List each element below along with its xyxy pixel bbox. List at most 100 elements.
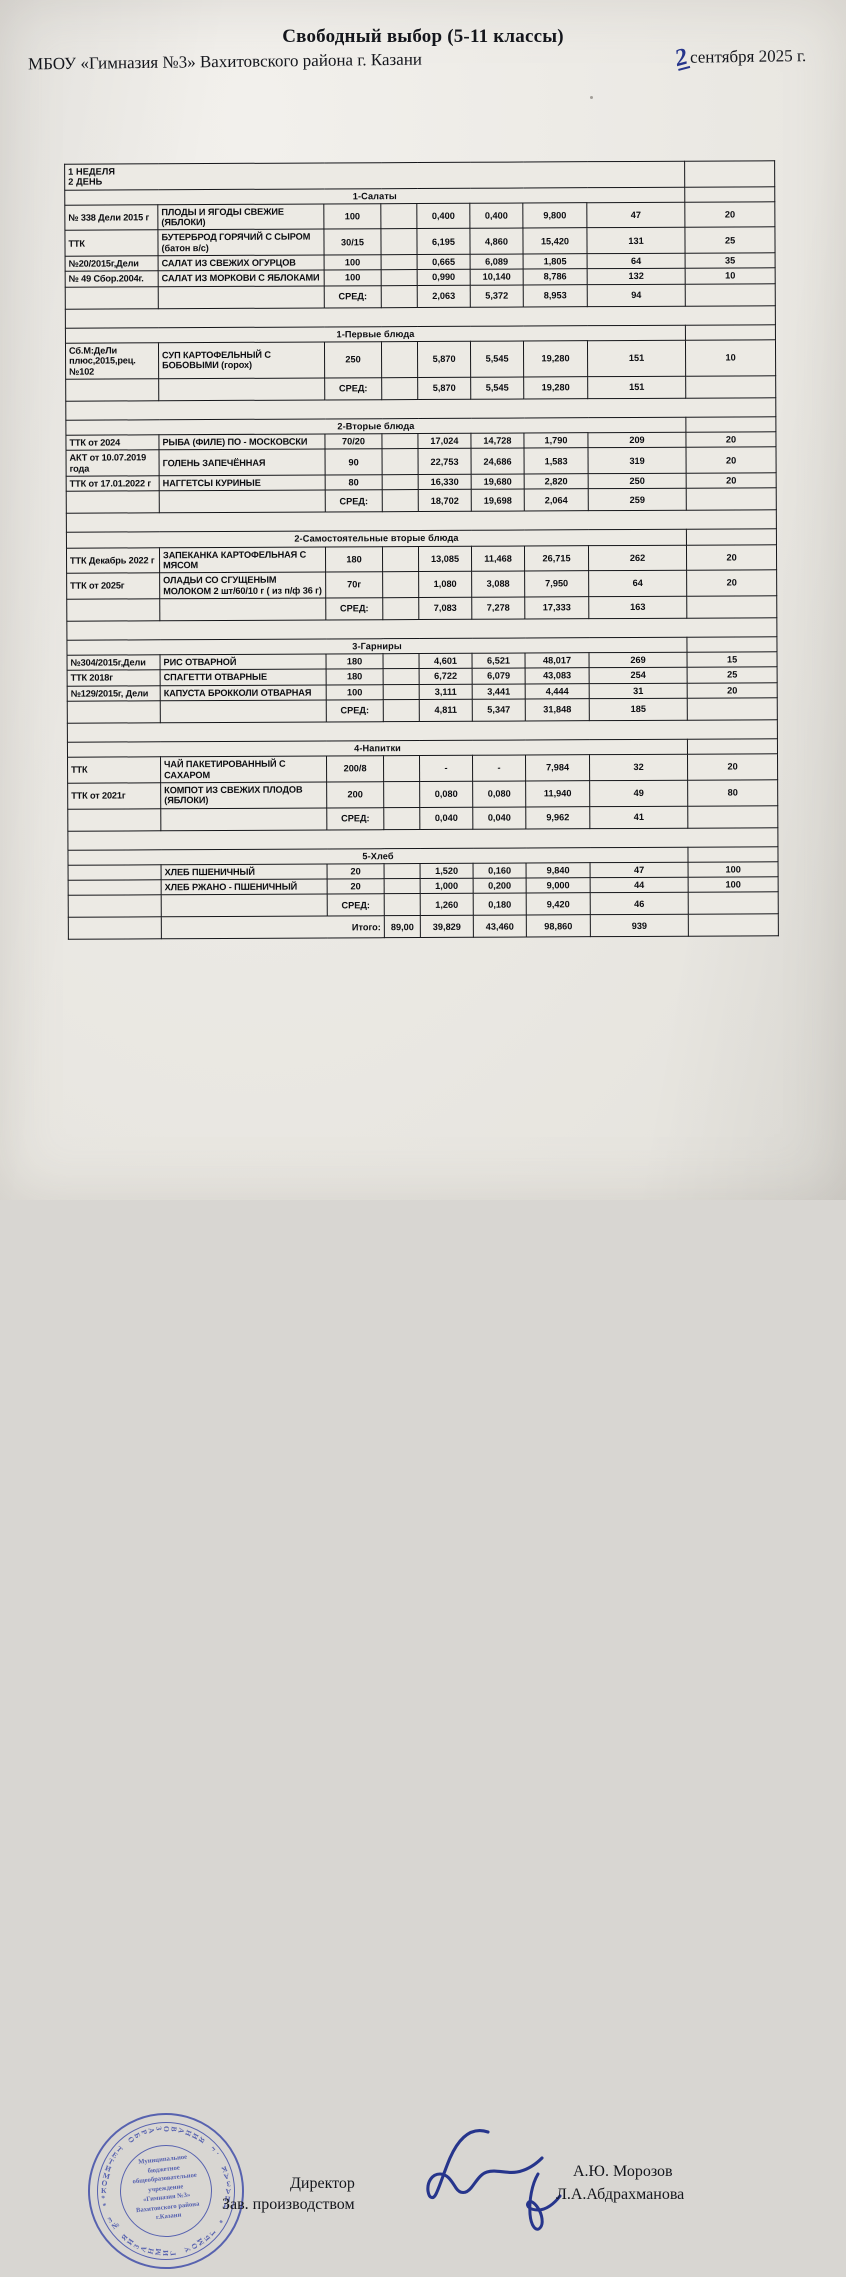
cell-protein: 0,040 [419,806,473,830]
cell-fat: 6,089 [470,254,524,270]
cell-carb: 48,017 [525,652,590,669]
cell-dish-name: САЛАТ ИЗ СВЕЖИХ ОГУРЦОВ [158,255,325,272]
cell-blank [383,684,420,700]
cell-dish-name: СПАГЕТТИ ОТВАРНЫЕ [160,669,327,686]
cell-protein: 1,260 [420,893,474,916]
cell-price: 20 [687,682,778,699]
cell-dish-name: БУТЕРБРОД ГОРЯЧИЙ С СЫРОМ (батон в/с) [157,229,325,256]
table-row: ТТК Декабрь 2022 г ЗАПЕКАНКА КАРТОФЕЛЬНАЯ… [66,544,777,574]
cell-average-label: СРЕД: [325,490,383,513]
cell-protein: - [419,755,473,782]
section-pad-cell [686,529,777,545]
day-label: 2 ДЕНЬ [68,176,103,188]
cell-code: ТТК от 2025г [66,573,160,600]
cell-code: Сб.М:ДеЛи плюс,2015,рец.№102 [65,342,159,380]
table-row: ТТК БУТЕРБРОД ГОРЯЧИЙ С СЫРОМ (батон в/с)… [64,227,776,257]
cell-fat-total: 43,460 [473,915,527,938]
cell-kcal: 31 [589,682,688,699]
cell-blank-total: 89,00 [384,915,421,939]
cell-code: ТТК 2018г [67,670,161,686]
cell-dish-name: ГОЛЕНЬ ЗАПЕЧЁННАЯ [159,449,326,476]
cell-kcal: 46 [590,892,689,916]
cell-kcal: 151 [587,376,686,399]
cell-portion: 200/8 [326,756,384,782]
cell-code: ТТК [64,230,159,257]
table-row: ТТК от 2021г КОМПОТ ИЗ СВЕЖИХ ПЛОДОВ (ЯБЛ… [67,779,778,809]
cell-blank [382,448,419,475]
cell-carb: 9,000 [526,877,591,894]
cell-kcal: 254 [589,667,688,684]
cell-portion: 80 [325,474,383,491]
cell-price: 20 [686,431,777,448]
cell-price: 20 [686,569,777,597]
cell-blank [383,807,420,830]
cell-code: № 338 Дели 2015 г [64,204,158,231]
cell-blank [381,254,418,271]
cell-kcal: 47 [586,202,686,229]
cell-blank [383,653,420,670]
cell-fat: 5,545 [470,376,524,400]
cell-code: №20/2015г,Дели [65,255,159,272]
cell-blank [381,377,418,400]
section-pad-cell [685,416,777,433]
cell-blank [384,893,421,917]
cell-code: ТТК [67,757,161,784]
cell-portion: 70/20 [324,433,383,450]
cell-fat: 5,347 [472,699,526,722]
cell-price: 25 [687,667,778,683]
cell-portion: 180 [326,669,384,685]
table-row: № 338 Дели 2015 г ПЛОДЫ И ЯГОДЫ СВЕЖИЕ (Я… [64,201,776,231]
cell-dish-name [159,490,326,514]
cell-kcal: 44 [590,877,689,894]
cell-blank [384,878,421,895]
cell-portion: 100 [324,270,382,286]
cell-carb: 8,786 [523,269,588,285]
cell-dish-name: РЫБА (ФИЛЕ) ПО - МОСКОВСКИ [158,434,326,451]
cell-fat: 0,180 [473,893,527,916]
cell-blank [381,433,419,450]
label-role-director: Директор [290,2175,355,2192]
cell-dish-name [161,894,328,918]
cell-carb: 31,848 [525,698,590,722]
cell-price [688,892,779,915]
cell-carb: 1,790 [523,432,589,449]
cell-code [66,491,160,514]
cell-code: АКТ от 10.07.2019 года [66,450,160,477]
cell-protein: 2,063 [417,284,471,308]
cell-carb: 43,083 [525,668,590,684]
cell-blank [381,269,418,286]
cell-code: №304/2015г,Дели [67,654,161,671]
cell-code: №129/2015г, Дели [67,685,161,702]
cell-kcal: 132 [587,268,686,285]
cell-kcal: 49 [589,780,688,807]
cell-price: 100 [688,876,779,893]
scan-artifact-dot [590,96,593,99]
cell-kcal: 269 [589,652,688,669]
cell-protein: 13,085 [418,545,472,572]
cell-protein: 18,702 [418,489,472,512]
document-date: 2сентября 2025 г. [672,41,807,72]
cell-carb: 1,583 [524,448,589,475]
cell-blank [383,668,420,685]
cell-carb: 19,280 [523,376,588,399]
cell-kcal: 151 [587,340,686,377]
cell-protein: 5,870 [417,341,471,378]
cell-fat: 5,545 [470,340,524,378]
cell-blank [381,285,418,308]
cell-protein: 1,080 [418,571,472,598]
cell-price [686,595,777,619]
cell-code [65,286,159,309]
cell-average-label: СРЕД: [326,699,384,722]
cell-fat: 24,686 [471,448,525,475]
cell-blank [380,229,418,255]
cell-blank [382,597,419,620]
document-header: Свободный выбор (5-11 классы) МБОУ «Гимн… [0,0,846,150]
cell-fat: 19,698 [471,489,525,512]
cell-dish-name [160,699,327,723]
cell-portion: 30/15 [323,229,382,256]
page-title: Свободный выбор (5-11 классы) [282,26,564,47]
cell-portion: 100 [324,254,382,271]
cell-kcal-total: 939 [590,914,689,938]
cell-dish-name: СУП КАРТОФЕЛЬНЫЙ С БОБОВЫМИ (горох) [158,341,325,379]
